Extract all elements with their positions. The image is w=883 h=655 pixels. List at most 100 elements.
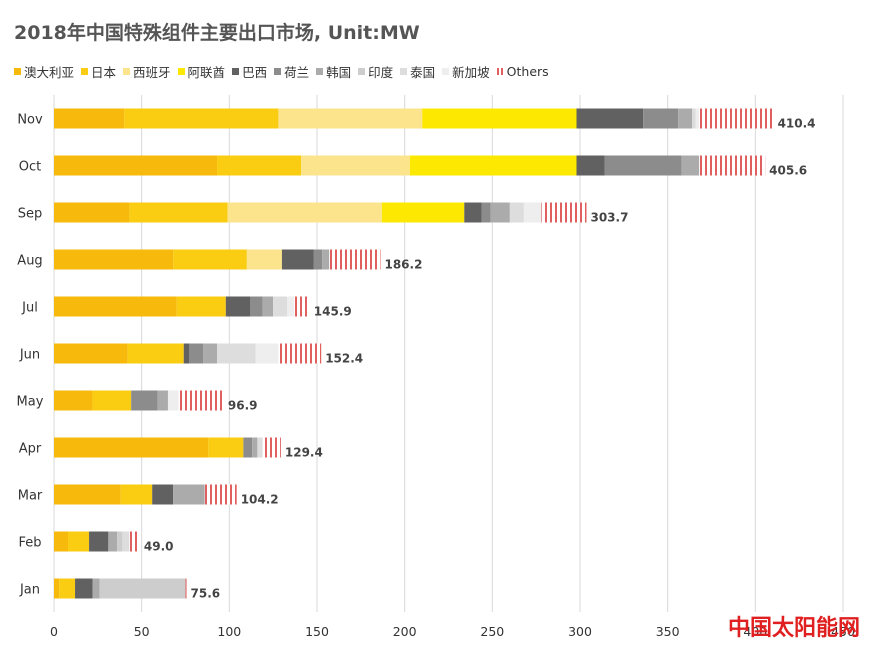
bar-segment	[681, 155, 700, 176]
bar-segment	[643, 108, 679, 129]
legend-label: 韩国	[326, 65, 352, 80]
bar-segment	[117, 531, 123, 552]
bar-segment	[99, 578, 186, 599]
bar-segment	[699, 108, 774, 129]
bar-segment	[576, 108, 644, 129]
bar-segment	[68, 531, 90, 552]
total-value-label: 303.7	[590, 211, 628, 225]
total-value-label: 152.4	[325, 352, 363, 366]
y-category-label: May	[17, 395, 44, 410]
legend-label: 阿联酋	[187, 65, 226, 80]
bars	[54, 108, 774, 599]
bar-segment	[481, 202, 491, 223]
bar-segment	[287, 296, 295, 317]
legend-item: 西班牙	[123, 62, 171, 81]
bar-segment	[157, 390, 168, 411]
x-tick-label: 200	[393, 624, 417, 639]
total-value-label: 145.9	[314, 305, 352, 319]
legend-label: 巴西	[242, 65, 268, 80]
legend-swatch	[274, 68, 282, 75]
bar-segment	[262, 296, 274, 317]
labels: 0 50 100 150 200 250 300 350 400 450 Jan 75.6 Feb 49.…	[17, 113, 855, 640]
bar-segment	[381, 202, 465, 223]
bar-segment	[204, 484, 237, 505]
bar-segment	[54, 343, 128, 364]
bar-segment	[695, 108, 700, 129]
y-category-label: Oct	[19, 160, 41, 175]
bar-segment	[208, 437, 244, 458]
total-value-label: 129.4	[285, 446, 323, 460]
bar-segment	[329, 249, 381, 270]
bar-segment	[92, 578, 100, 599]
bar-segment	[225, 296, 251, 317]
bar-segment	[604, 155, 682, 176]
bar-segment	[509, 202, 524, 223]
x-tick-label: 100	[217, 624, 241, 639]
y-category-label: Aug	[17, 254, 42, 269]
bar-segment	[54, 390, 93, 411]
bar-segment	[541, 202, 587, 223]
legend-label: 泰国	[410, 65, 436, 80]
bar-segment	[301, 155, 410, 176]
bar-segment	[129, 202, 228, 223]
legend-item: 澳大利亚	[14, 62, 74, 81]
total-value-label: 49.0	[144, 540, 174, 554]
bar-segment	[75, 578, 93, 599]
legend-label: 澳大利亚	[24, 65, 75, 80]
bar-segment	[262, 437, 281, 458]
legend-swatch	[316, 68, 324, 75]
watermark-text: 中国太阳能网	[728, 616, 861, 641]
bar-segment	[523, 202, 542, 223]
x-tick-label: 350	[656, 624, 680, 639]
y-category-label: Jul	[21, 301, 38, 316]
bar-segment	[313, 249, 323, 270]
bar-segment	[176, 296, 226, 317]
total-value-label: 186.2	[384, 258, 422, 272]
legend-swatch	[123, 68, 131, 75]
legend-label: 日本	[91, 65, 117, 80]
total-value-label: 410.4	[778, 117, 816, 131]
bar-segment	[54, 108, 125, 129]
bar-segment	[89, 531, 109, 552]
legend-swatch	[358, 68, 366, 75]
bar-segment	[183, 343, 190, 364]
bar-segment	[278, 108, 423, 129]
legend-label: 新加坡	[452, 65, 490, 80]
bar-segment	[54, 484, 121, 505]
bar-segment	[243, 437, 253, 458]
bar-segment	[678, 108, 693, 129]
legend-swatch	[81, 68, 89, 75]
bar-segment	[273, 296, 288, 317]
y-category-label: Apr	[19, 442, 42, 457]
legend-item: 韩国	[316, 62, 351, 81]
legend-item: 泰国	[400, 62, 435, 81]
bar-segment	[699, 155, 766, 176]
chart-title: 2018年中国特殊组件主要出口市场, Unit:MW	[14, 22, 420, 44]
x-tick-label: 50	[134, 624, 150, 639]
bar-segment	[217, 343, 256, 364]
y-category-label: Jun	[19, 348, 40, 363]
legend-swatch	[400, 68, 408, 75]
total-value-label: 405.6	[769, 164, 807, 178]
x-tick-label: 450	[831, 624, 855, 639]
bar-segment	[278, 343, 322, 364]
bar-segment	[692, 108, 696, 129]
bar-segment	[203, 343, 218, 364]
bar-segment	[252, 437, 258, 458]
bar-segment	[490, 202, 510, 223]
bar-segment	[250, 296, 263, 317]
legend-item: 巴西	[232, 62, 267, 81]
bar-segment	[124, 108, 279, 129]
y-category-label: Mar	[18, 489, 43, 504]
legend-swatch	[177, 68, 185, 75]
y-category-label: Jan	[19, 583, 40, 598]
bar-segment	[167, 390, 179, 411]
bar-segment	[246, 249, 282, 270]
bar-segment	[255, 343, 279, 364]
bar-segment	[422, 108, 577, 129]
bar-segment	[122, 531, 130, 552]
legend-item: 荷兰	[274, 62, 309, 81]
legend-swatch	[232, 68, 240, 75]
bar-segment	[281, 249, 314, 270]
